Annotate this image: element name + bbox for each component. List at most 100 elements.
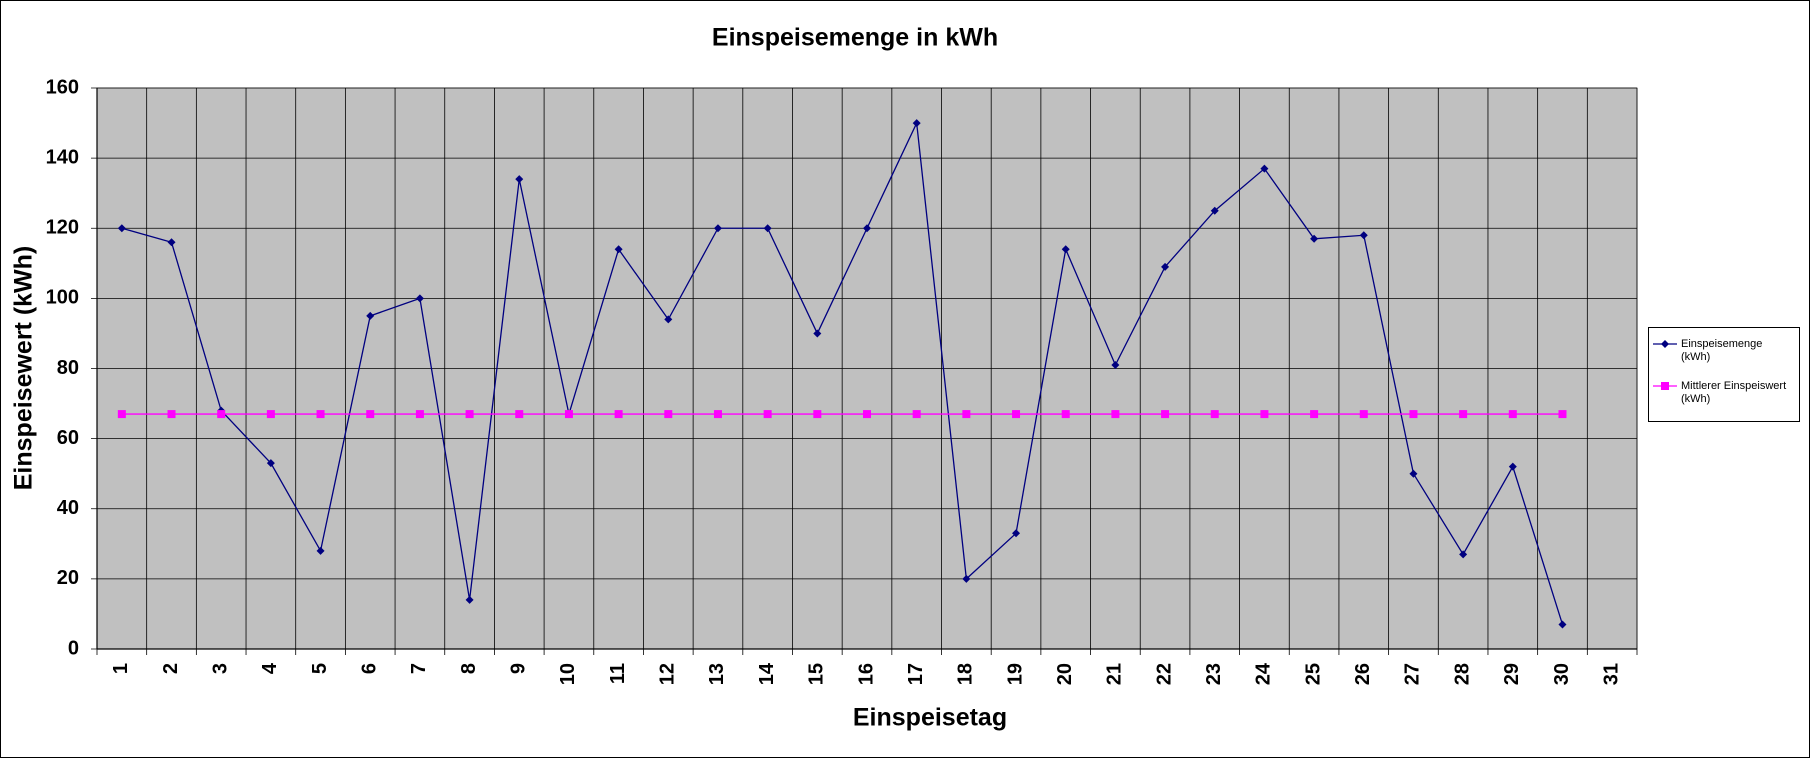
point-marker	[167, 410, 176, 419]
point-marker	[415, 294, 424, 303]
point-marker	[614, 410, 623, 419]
point-marker	[863, 410, 871, 419]
point-marker	[664, 410, 673, 419]
point-marker	[366, 311, 375, 320]
x-tick-label: 7	[408, 663, 430, 674]
point-marker	[316, 410, 325, 419]
point-marker	[1508, 410, 1517, 419]
x-tick-label: 18	[955, 663, 977, 685]
point-marker	[465, 595, 474, 604]
x-tick-label: 5	[309, 663, 331, 674]
point-marker	[1508, 462, 1517, 471]
x-tick-label: 22	[1153, 663, 1175, 685]
y-tick-label: 40	[57, 497, 79, 519]
x-tick-label: 11	[607, 663, 629, 684]
legend: Einspeisemenge (kWh) Mittlerer Einspeiswe…	[1648, 327, 1800, 422]
legend-item: Mittlerer Einspeiswert (kWh)	[1653, 380, 1793, 406]
point-marker	[167, 238, 176, 247]
x-tick-label: 14	[756, 662, 778, 685]
point-marker	[912, 119, 921, 128]
y-axis-title: Einspeisewert (kWh)	[10, 246, 38, 491]
point-marker	[1012, 529, 1021, 538]
point-marker	[366, 410, 375, 419]
point-marker	[962, 574, 971, 583]
y-tick-label: 160	[46, 76, 79, 98]
point-marker	[1310, 410, 1319, 419]
y-tick-label: 20	[57, 567, 79, 589]
point-marker	[962, 410, 971, 419]
y-tick-label: 60	[57, 427, 79, 449]
point-marker	[763, 410, 772, 419]
point-marker	[863, 224, 871, 233]
point-marker	[1459, 550, 1468, 559]
x-tick-label: 12	[657, 663, 679, 685]
point-marker	[713, 224, 722, 233]
x-tick-label: 20	[1054, 663, 1076, 685]
chart-title: Einspeisemenge in kWh	[712, 24, 998, 52]
x-tick-label: 29	[1501, 663, 1523, 685]
x-tick-label: 10	[557, 663, 579, 685]
y-tick-label: 100	[46, 287, 79, 309]
point-marker	[515, 175, 524, 184]
point-marker	[316, 546, 325, 555]
x-tick-label: 17	[905, 663, 927, 685]
point-marker	[1558, 620, 1567, 629]
x-tick-label: 6	[359, 663, 381, 674]
x-tick-label: 8	[458, 663, 480, 674]
point-marker	[1061, 410, 1070, 419]
x-tick-label: 27	[1402, 663, 1424, 685]
legend-marker	[1661, 382, 1669, 390]
x-tick-label: 30	[1551, 663, 1573, 685]
point-marker	[1161, 262, 1170, 271]
legend-swatch	[1653, 340, 1677, 348]
point-marker	[664, 315, 673, 324]
point-marker	[614, 245, 623, 254]
x-tick-label: 3	[209, 663, 231, 674]
legend-marker	[1661, 340, 1669, 348]
point-marker	[515, 410, 524, 419]
x-axis-title: Einspeisetag	[853, 704, 1007, 732]
x-tick-label: 23	[1203, 663, 1225, 685]
y-tick-label: 0	[68, 637, 79, 659]
point-marker	[465, 410, 474, 419]
point-marker	[117, 410, 126, 419]
legend-swatch	[1653, 382, 1677, 390]
x-tick-label: 1	[110, 663, 132, 674]
point-marker	[1359, 410, 1368, 419]
x-tick-label: 13	[706, 663, 728, 685]
point-marker	[1558, 410, 1567, 419]
x-tick-label: 9	[508, 663, 530, 674]
x-tick-label: 19	[1004, 663, 1026, 685]
point-marker	[1111, 410, 1120, 419]
y-tick-label: 80	[57, 357, 79, 379]
series-line	[121, 120, 1564, 625]
x-tick-label: 15	[806, 663, 828, 685]
point-marker	[1409, 410, 1418, 419]
point-marker	[1409, 469, 1418, 478]
point-marker	[564, 410, 573, 419]
point-marker	[813, 329, 822, 338]
y-tick-label: 140	[46, 146, 79, 168]
point-marker	[1459, 410, 1468, 419]
legend-label: Mittlerer Einspeiswert (kWh)	[1681, 380, 1787, 405]
point-marker	[763, 224, 772, 233]
point-marker	[217, 410, 226, 419]
y-tick-label: 120	[46, 217, 79, 239]
point-marker	[1210, 410, 1219, 419]
x-tick-label: 28	[1451, 663, 1473, 685]
point-marker	[1061, 245, 1070, 254]
point-marker	[266, 459, 275, 468]
x-tick-label: 24	[1253, 662, 1275, 685]
x-tick-label: 31	[1600, 663, 1622, 685]
legend-item: Einspeisemenge (kWh)	[1653, 338, 1793, 364]
x-tick-label: 26	[1352, 663, 1374, 685]
point-marker	[1310, 234, 1319, 243]
point-marker	[1260, 410, 1269, 419]
point-marker	[1012, 410, 1021, 419]
point-marker	[1210, 206, 1219, 215]
point-marker	[266, 410, 275, 419]
point-marker	[415, 410, 424, 419]
point-marker	[912, 410, 921, 419]
